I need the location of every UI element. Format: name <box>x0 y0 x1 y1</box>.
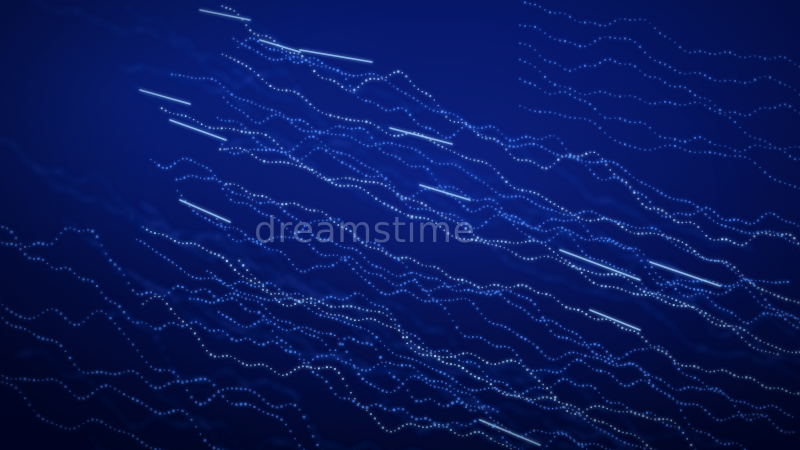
watermark-text: dreamstime <box>254 210 476 251</box>
